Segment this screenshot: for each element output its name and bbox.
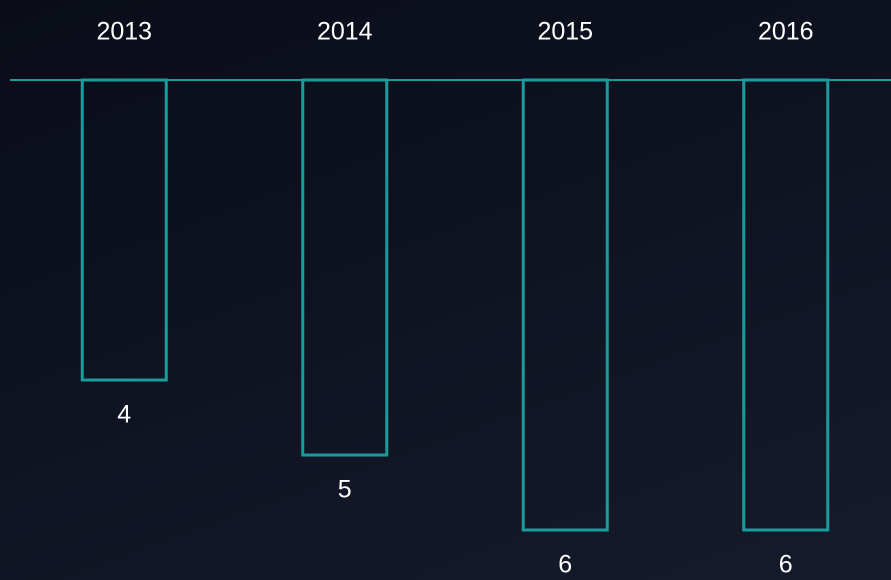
bar <box>521 78 609 532</box>
data-label: 5 <box>338 476 352 504</box>
data-label: 6 <box>558 551 572 579</box>
bar <box>742 78 830 532</box>
x-tick-label: 2016 <box>758 18 814 46</box>
x-tick-label: 2014 <box>317 18 373 46</box>
data-label: 6 <box>779 551 793 579</box>
x-tick-label: 2015 <box>537 18 593 46</box>
data-label: 4 <box>117 401 131 429</box>
bar <box>80 78 168 382</box>
bar <box>301 78 389 457</box>
x-tick-label: 2013 <box>96 18 152 46</box>
